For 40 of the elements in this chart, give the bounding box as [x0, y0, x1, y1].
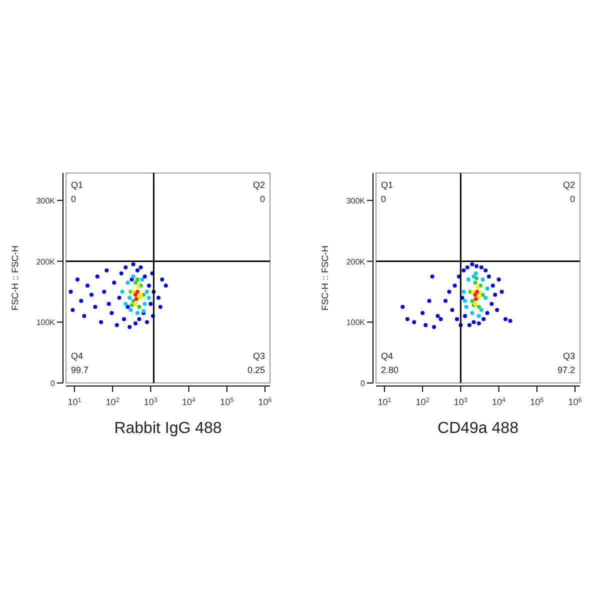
annotation: 0: [570, 194, 575, 204]
annotation: Q4: [381, 351, 394, 361]
x-tick-label: 10$^{2}$: [106, 396, 120, 407]
y-tick-label: 0: [50, 379, 56, 388]
annotation: 97.2: [557, 365, 575, 375]
x-tick-label: 10$^{3}$: [144, 396, 158, 407]
x-tick-label: 10$^{1}$: [68, 396, 82, 407]
annotation: 2.80: [381, 365, 399, 375]
x-tick-label: 10$^{4}$: [182, 396, 196, 407]
annotation: 0.25: [247, 365, 265, 375]
annotation: 99.7: [71, 365, 89, 375]
annotation: Q1: [381, 180, 394, 190]
annotation: Q2: [562, 180, 575, 190]
y-tick-label: 200K: [346, 257, 366, 266]
y-tick-label: 0: [360, 379, 366, 388]
annotation: Q2: [252, 180, 265, 190]
y-axis-title: FSC-H :: FSC-H: [10, 246, 20, 310]
y-tick-label: 300K: [36, 196, 56, 206]
annotation: 0: [71, 194, 76, 204]
y-axis-title: FSC-H :: FSC-H: [320, 246, 330, 310]
x-tick-label: 10$^{6}$: [258, 396, 272, 407]
annotation: Q1: [71, 180, 84, 190]
x-axis-title: Rabbit IgG 488: [114, 420, 222, 437]
x-axis-title: CD49a 488: [438, 420, 519, 437]
y-tick-label: 300K: [346, 196, 366, 206]
x-tick-label: 10$^{3}$: [454, 396, 468, 407]
annotation: 0: [381, 194, 386, 204]
annotation: Q4: [71, 351, 84, 361]
x-tick-label: 10$^{5}$: [530, 396, 544, 407]
y-tick-label: 100K: [346, 318, 366, 328]
y-tick-label: 200K: [36, 257, 56, 266]
x-tick-label: 10$^{1}$: [378, 396, 392, 407]
y-tick-label: 100K: [36, 318, 56, 328]
annotation: 0: [260, 194, 265, 204]
x-tick-label: 10$^{2}$: [416, 396, 430, 407]
annotation: Q3: [252, 351, 265, 361]
x-tick-label: 10$^{4}$: [492, 396, 506, 407]
annotation: Q3: [562, 351, 575, 361]
x-tick-label: 10$^{6}$: [568, 396, 582, 407]
x-tick-label: 10$^{5}$: [220, 396, 234, 407]
